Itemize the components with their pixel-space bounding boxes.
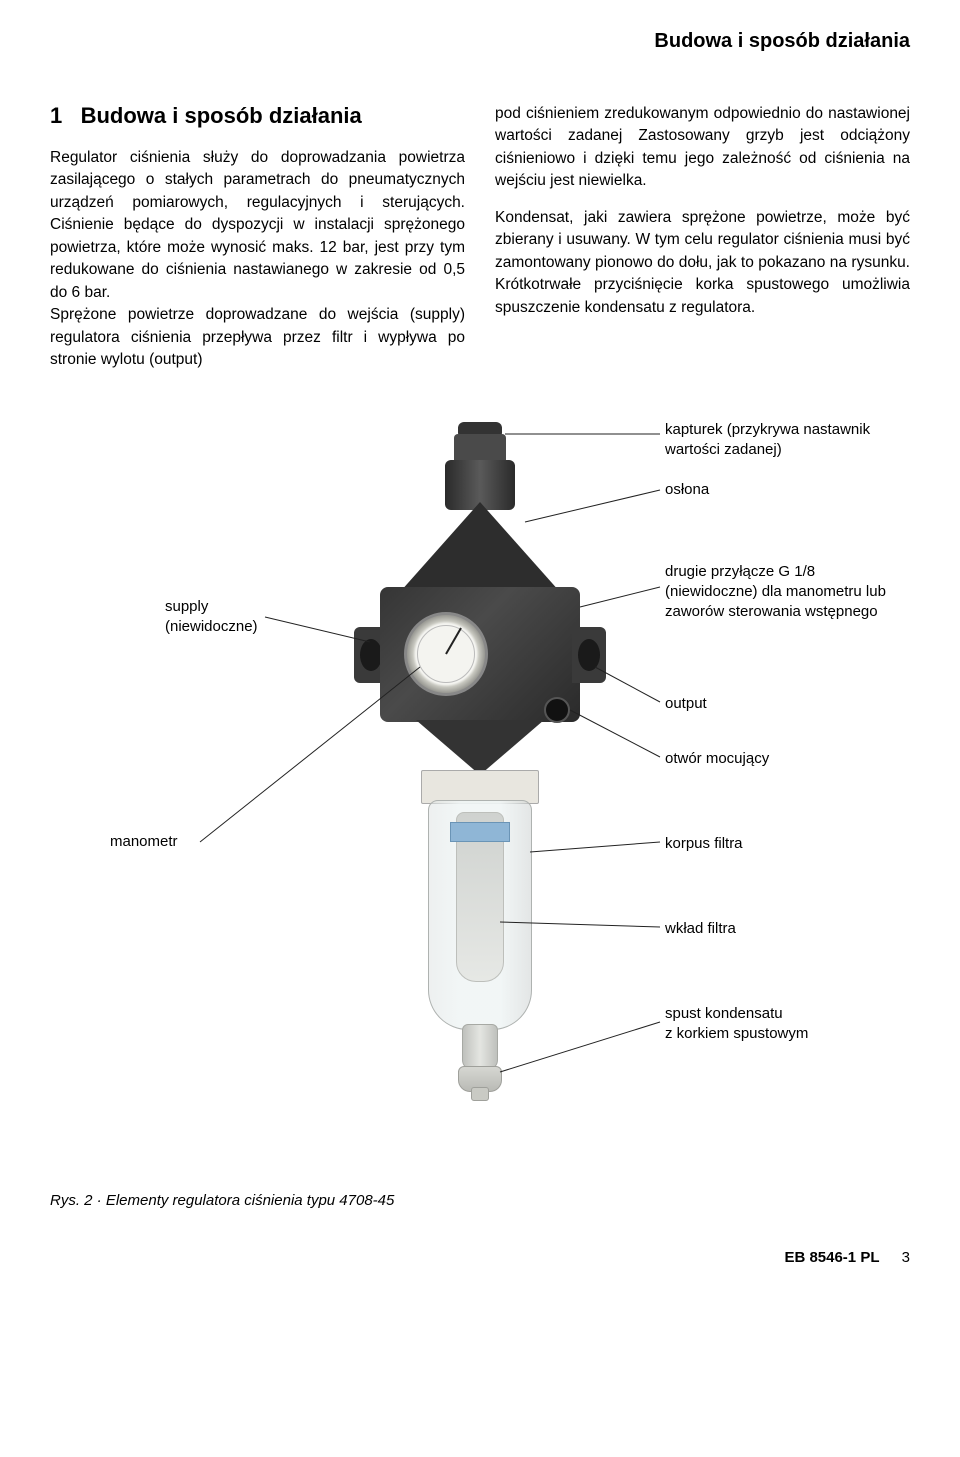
callout-output: output [665, 694, 707, 714]
callout-wklad: wkład filtra [665, 919, 736, 939]
section-heading: 1 Budowa i sposób działania [50, 103, 465, 129]
left-p2: Sprężone powietrze doprowadzane do wejśc… [50, 304, 465, 371]
lower-funnel [416, 720, 544, 775]
port-right [572, 627, 606, 683]
left-p1: Regulator ciśnienia służy do doprowadzan… [50, 147, 465, 304]
mounting-hole [544, 697, 570, 723]
callout-spust: spust kondensatuz korkiem spustowym [665, 1004, 885, 1045]
callout-przylacze: drugie przyłącze G 1/8 (niewidoczne) dla… [665, 562, 900, 623]
callout-otwor: otwór mocujący [665, 749, 769, 769]
callout-manometr: manometr [110, 832, 178, 852]
callout-oslona: osłona [665, 480, 709, 500]
left-column: 1 Budowa i sposób działania Regulator ci… [50, 103, 465, 372]
drain-neck [462, 1024, 498, 1070]
callout-kapturek: kapturek (przykrywa nastawnik wartości z… [665, 420, 895, 461]
gauge-needle [445, 627, 462, 654]
drain-plug [458, 1066, 502, 1092]
left-body: Regulator ciśnienia służy do doprowadzan… [50, 147, 465, 372]
page-footer: EB 8546-1 PL 3 [50, 1249, 910, 1266]
right-p2: Kondensat, jaki zawiera sprężone powietr… [495, 207, 910, 319]
type-label [421, 770, 539, 804]
device-illustration [360, 422, 600, 1122]
callout-supply: supply(niewidoczne) [165, 597, 305, 638]
right-p1: pod ciśnieniem zredukowanym odpowiednio … [495, 103, 910, 193]
text-columns: 1 Budowa i sposób działania Regulator ci… [50, 103, 910, 372]
figure-caption: Rys. 2 · Elementy regulatora ciśnienia t… [50, 1192, 910, 1209]
right-body: pod ciśnieniem zredukowanym odpowiednio … [495, 103, 910, 319]
page-header-title: Budowa i sposób działania [50, 30, 910, 53]
bowl-sticker [450, 822, 510, 842]
cone-cover [400, 502, 560, 592]
section-number: 1 [50, 103, 62, 128]
pressure-gauge [404, 612, 488, 696]
right-column: pod ciśnieniem zredukowanym odpowiednio … [495, 103, 910, 372]
footer-page-number: 3 [902, 1249, 910, 1266]
callout-korpus: korpus filtra [665, 834, 743, 854]
figure-area: supply(niewidoczne) manometr kapturek (p… [50, 412, 910, 1182]
section-title-text: Budowa i sposób działania [81, 103, 362, 128]
footer-doc-id: EB 8546-1 PL [784, 1249, 879, 1266]
